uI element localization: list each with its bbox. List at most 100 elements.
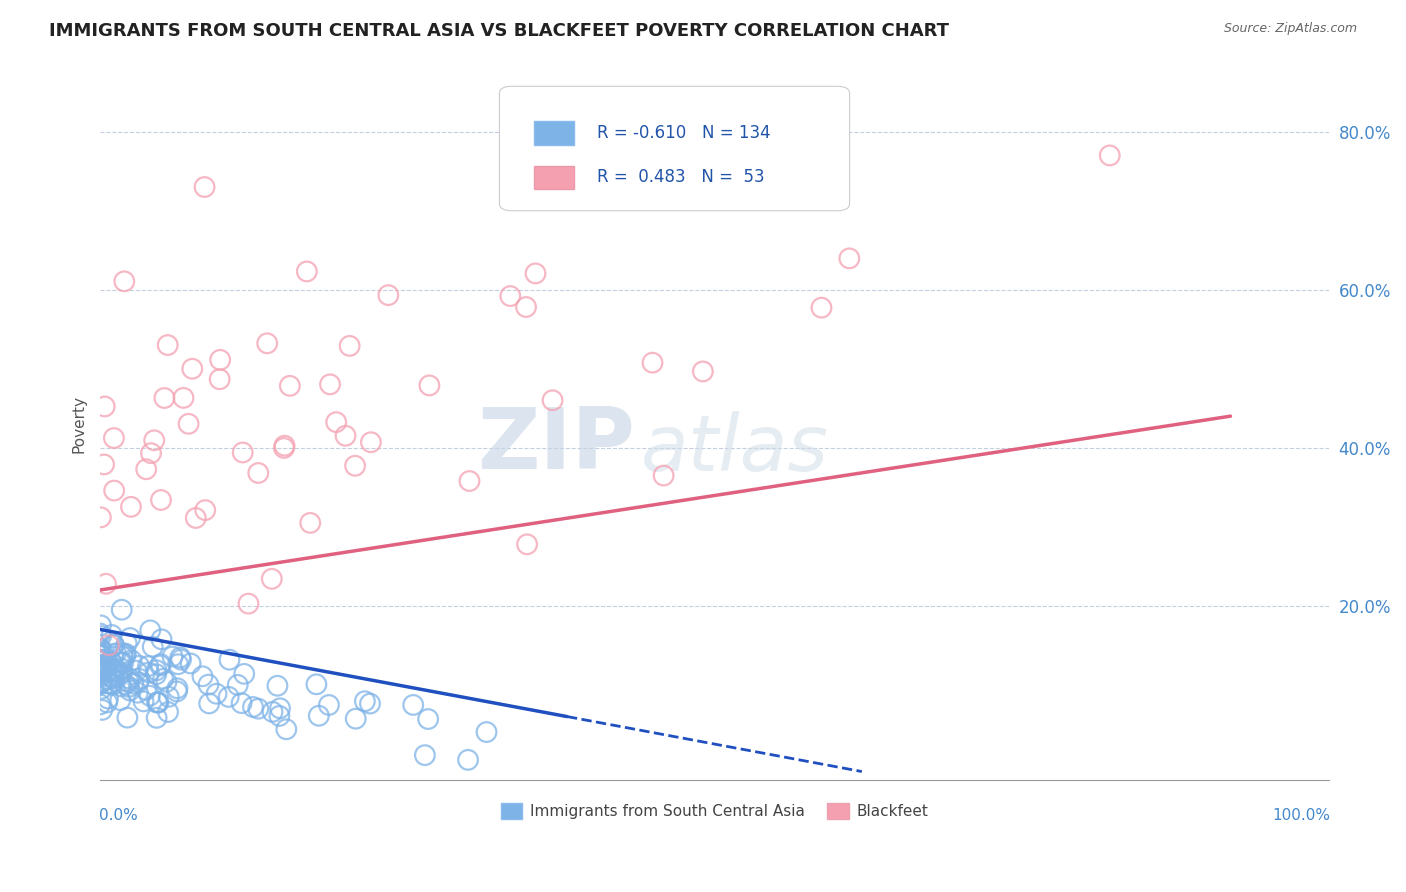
Point bbox=[89, 653, 111, 667]
Point bbox=[218, 653, 240, 667]
Point bbox=[335, 429, 357, 443]
Point bbox=[104, 665, 127, 679]
Point bbox=[128, 658, 150, 673]
Point bbox=[155, 674, 177, 689]
Point bbox=[377, 288, 399, 302]
Point bbox=[117, 711, 139, 725]
Point bbox=[94, 657, 117, 672]
Point bbox=[457, 753, 479, 767]
Point bbox=[273, 439, 295, 453]
Point bbox=[193, 180, 215, 194]
Point bbox=[166, 684, 188, 698]
Point bbox=[360, 435, 382, 450]
Y-axis label: Poverty: Poverty bbox=[72, 395, 86, 453]
Point bbox=[103, 666, 125, 681]
Point bbox=[104, 647, 127, 661]
Point bbox=[145, 711, 167, 725]
Point bbox=[97, 672, 120, 686]
Point bbox=[125, 664, 148, 678]
Point bbox=[96, 696, 118, 710]
Point bbox=[94, 576, 117, 591]
Point bbox=[184, 511, 207, 525]
Point bbox=[299, 516, 322, 530]
Point bbox=[118, 680, 141, 694]
Point bbox=[1098, 148, 1121, 162]
Point bbox=[118, 672, 141, 686]
Point bbox=[111, 646, 134, 660]
Point bbox=[115, 647, 138, 661]
Point bbox=[100, 662, 122, 676]
Point bbox=[90, 629, 112, 643]
FancyBboxPatch shape bbox=[534, 121, 575, 145]
Point bbox=[238, 597, 260, 611]
Point bbox=[90, 664, 112, 678]
Point bbox=[132, 694, 155, 708]
Point bbox=[89, 655, 111, 669]
Point bbox=[166, 681, 188, 696]
Point bbox=[295, 264, 318, 278]
Point bbox=[810, 301, 832, 315]
Point bbox=[148, 696, 170, 710]
Point bbox=[103, 649, 125, 664]
Point bbox=[156, 338, 179, 352]
Point bbox=[136, 659, 159, 673]
Point bbox=[162, 649, 184, 664]
Point bbox=[152, 672, 174, 686]
Point bbox=[89, 648, 111, 663]
Point bbox=[153, 391, 176, 405]
Point bbox=[458, 474, 481, 488]
Point bbox=[273, 441, 295, 455]
Point bbox=[142, 640, 165, 654]
Point bbox=[413, 748, 436, 763]
Point bbox=[103, 638, 125, 652]
Text: R =  0.483   N =  53: R = 0.483 N = 53 bbox=[596, 169, 763, 186]
Point bbox=[150, 493, 173, 508]
Point bbox=[100, 655, 122, 669]
Point bbox=[209, 352, 232, 367]
Point bbox=[90, 663, 112, 677]
Point bbox=[242, 700, 264, 714]
Point bbox=[115, 637, 138, 651]
Point bbox=[91, 662, 114, 676]
Point bbox=[90, 618, 112, 632]
Point bbox=[269, 709, 291, 723]
Point bbox=[93, 657, 115, 672]
Point bbox=[117, 674, 139, 689]
Point bbox=[173, 391, 195, 405]
Point bbox=[269, 701, 291, 715]
Text: IMMIGRANTS FROM SOUTH CENTRAL ASIA VS BLACKFEET POVERTY CORRELATION CHART: IMMIGRANTS FROM SOUTH CENTRAL ASIA VS BL… bbox=[49, 22, 949, 40]
Point bbox=[149, 658, 172, 673]
Point bbox=[101, 628, 124, 642]
Point bbox=[146, 696, 169, 710]
Point bbox=[278, 379, 301, 393]
Point bbox=[111, 603, 134, 617]
Point bbox=[98, 669, 121, 683]
Point bbox=[516, 537, 538, 551]
Point bbox=[475, 725, 498, 739]
Point bbox=[128, 672, 150, 686]
Point bbox=[91, 674, 114, 689]
Point bbox=[499, 289, 522, 303]
Point bbox=[247, 466, 270, 480]
FancyBboxPatch shape bbox=[499, 87, 849, 211]
Point bbox=[111, 662, 134, 676]
Point bbox=[96, 664, 118, 678]
Point bbox=[198, 697, 221, 711]
Point bbox=[127, 686, 149, 700]
Point bbox=[157, 690, 180, 704]
Point bbox=[418, 712, 440, 726]
Point bbox=[149, 657, 172, 672]
Point bbox=[218, 690, 240, 704]
Point bbox=[103, 637, 125, 651]
Point bbox=[138, 665, 160, 680]
Point bbox=[93, 400, 115, 414]
Point bbox=[108, 655, 131, 669]
Point bbox=[838, 252, 860, 266]
FancyBboxPatch shape bbox=[534, 166, 575, 189]
Point bbox=[114, 648, 136, 663]
Point bbox=[344, 458, 367, 473]
Point bbox=[231, 696, 253, 710]
Point bbox=[262, 705, 284, 719]
Point bbox=[319, 377, 342, 392]
Point bbox=[89, 659, 111, 673]
